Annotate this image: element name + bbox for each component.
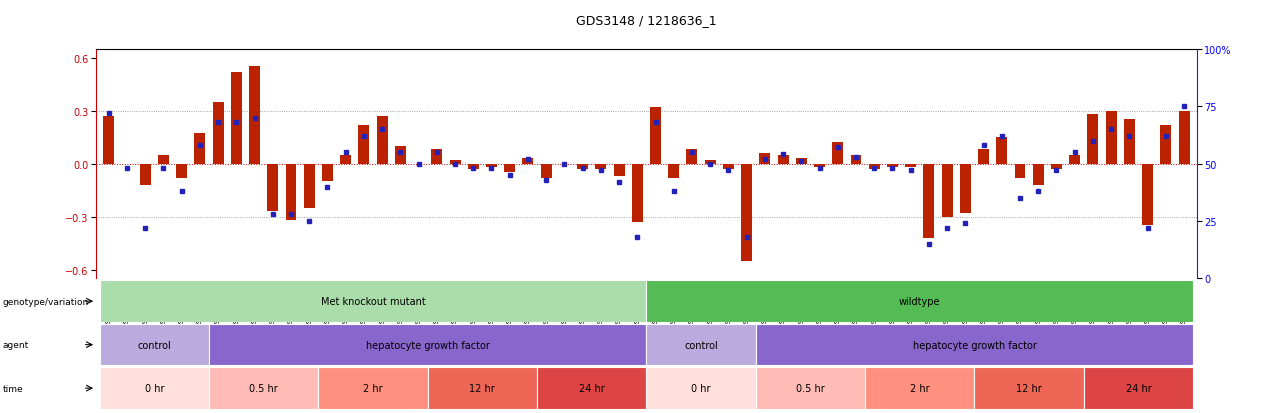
Bar: [358, 126, 370, 164]
Bar: [209, 368, 319, 409]
Bar: [705, 161, 716, 164]
Text: 24 hr: 24 hr: [1125, 383, 1151, 393]
Bar: [1161, 126, 1171, 164]
Bar: [100, 324, 209, 366]
Bar: [1106, 111, 1116, 164]
Bar: [467, 164, 479, 169]
Bar: [230, 72, 242, 164]
Bar: [1015, 164, 1025, 178]
Bar: [157, 155, 169, 164]
Bar: [323, 164, 333, 182]
Bar: [668, 164, 680, 178]
Bar: [100, 281, 646, 322]
Text: 12 hr: 12 hr: [1016, 383, 1042, 393]
Bar: [650, 108, 660, 164]
Bar: [865, 368, 974, 409]
Bar: [428, 368, 538, 409]
Text: control: control: [137, 340, 172, 350]
Bar: [755, 324, 1193, 366]
Bar: [613, 164, 625, 176]
Text: hepatocyte growth factor: hepatocyte growth factor: [913, 340, 1037, 350]
Bar: [814, 164, 826, 168]
Bar: [905, 164, 916, 168]
Bar: [1033, 164, 1043, 185]
Text: 0 hr: 0 hr: [145, 383, 164, 393]
Bar: [177, 164, 187, 178]
Bar: [303, 164, 315, 208]
Text: Met knockout mutant: Met knockout mutant: [321, 297, 425, 306]
Bar: [209, 324, 646, 366]
Bar: [1084, 368, 1193, 409]
Bar: [1124, 120, 1135, 164]
Bar: [104, 116, 114, 164]
Bar: [212, 102, 224, 164]
Bar: [759, 154, 771, 164]
Bar: [974, 368, 1084, 409]
Bar: [449, 161, 461, 164]
Bar: [646, 281, 1193, 322]
Bar: [887, 164, 897, 168]
Text: control: control: [685, 340, 718, 350]
Bar: [1069, 155, 1080, 164]
Bar: [996, 138, 1007, 164]
Bar: [140, 164, 151, 185]
Bar: [268, 164, 278, 212]
Bar: [1088, 115, 1098, 164]
Bar: [486, 164, 497, 168]
Text: 24 hr: 24 hr: [579, 383, 604, 393]
Bar: [646, 368, 755, 409]
Bar: [942, 164, 952, 217]
Bar: [340, 155, 351, 164]
Bar: [285, 164, 297, 221]
Text: GDS3148 / 1218636_1: GDS3148 / 1218636_1: [576, 14, 717, 27]
Text: hepatocyte growth factor: hepatocyte growth factor: [366, 340, 490, 350]
Bar: [396, 147, 406, 164]
Bar: [431, 150, 443, 164]
Text: 0.5 hr: 0.5 hr: [796, 383, 824, 393]
Bar: [540, 164, 552, 178]
Bar: [1179, 111, 1189, 164]
Bar: [778, 155, 788, 164]
Bar: [100, 368, 209, 409]
Text: 0 hr: 0 hr: [691, 383, 710, 393]
Bar: [376, 116, 388, 164]
Bar: [755, 368, 865, 409]
Bar: [504, 164, 515, 173]
Bar: [595, 164, 607, 169]
Bar: [850, 155, 861, 164]
Text: 2 hr: 2 hr: [910, 383, 929, 393]
Text: genotype/variation: genotype/variation: [3, 297, 88, 306]
Bar: [319, 368, 428, 409]
Text: wildtype: wildtype: [899, 297, 941, 306]
Bar: [250, 67, 260, 164]
Bar: [741, 164, 753, 261]
Bar: [796, 159, 806, 164]
Text: time: time: [3, 384, 23, 393]
Bar: [646, 324, 755, 366]
Bar: [1051, 164, 1062, 169]
Bar: [632, 164, 643, 222]
Bar: [960, 164, 970, 214]
Bar: [832, 143, 844, 164]
Bar: [522, 159, 534, 164]
Bar: [869, 164, 879, 169]
Bar: [1142, 164, 1153, 226]
Bar: [723, 164, 733, 169]
Bar: [195, 134, 205, 164]
Text: 2 hr: 2 hr: [364, 383, 383, 393]
Bar: [923, 164, 934, 238]
Text: 0.5 hr: 0.5 hr: [250, 383, 278, 393]
Text: 12 hr: 12 hr: [470, 383, 495, 393]
Bar: [686, 150, 698, 164]
Bar: [978, 150, 989, 164]
Bar: [538, 368, 646, 409]
Bar: [577, 164, 588, 169]
Text: agent: agent: [3, 340, 29, 349]
